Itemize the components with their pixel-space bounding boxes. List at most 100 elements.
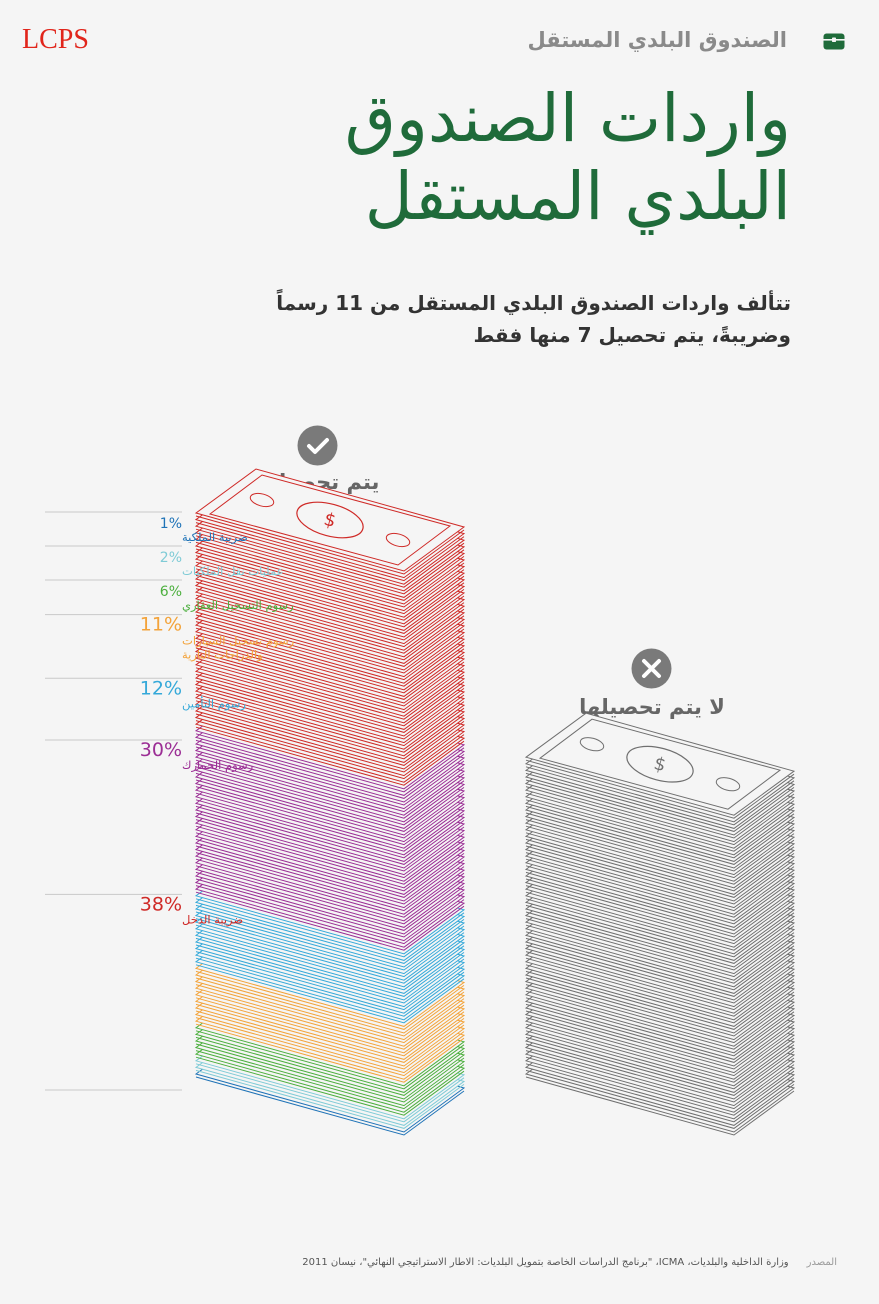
bill-sheet-edge (195, 977, 465, 1037)
bill-sheet-edge (525, 1076, 795, 1136)
bill-sheet-edge (525, 1050, 795, 1110)
bill-sheet-edge (525, 977, 795, 1037)
bill-sheet-edge (195, 614, 465, 674)
bill-sheet-edge (195, 1063, 465, 1123)
bill-sheet-edge (195, 772, 465, 832)
bill-medallion (626, 745, 694, 783)
bill-sheet-edge (195, 951, 465, 1011)
bill-sheet-edge (525, 852, 795, 912)
bill-sheet-edge (195, 1017, 465, 1077)
source-key: المصدر (806, 1257, 837, 1268)
bill-sheet-edge (195, 911, 465, 971)
bill-sheet-edge (525, 931, 795, 991)
bill-sheet-edge (195, 852, 465, 912)
bill-sheet-edge (195, 871, 465, 931)
bill-sheet-edge (195, 944, 465, 1004)
bill-sheet-edge (195, 753, 465, 813)
not-collected-stack: $ (524, 712, 796, 1136)
bill-sheet-edge (525, 845, 795, 905)
bill-sheet-edge (195, 746, 465, 806)
bill-sheet-edge (195, 832, 465, 892)
bill-sheet-edge (525, 786, 795, 846)
page-title-line-1: واردات الصندوق (344, 80, 791, 157)
bill-sheet-edge (195, 759, 465, 819)
bill-sheet-edge (195, 1076, 465, 1136)
bill-sheet-edge (525, 1003, 795, 1063)
bill-sheet-edge (195, 792, 465, 852)
bill-sheet-edge (525, 1030, 795, 1090)
bill-sheet-edge (525, 911, 795, 971)
bill-sheet-edge (525, 1036, 795, 1096)
bill-sheet-edge (195, 733, 465, 793)
bill-corner-mark (715, 777, 741, 792)
bill-sheet-edge (195, 964, 465, 1024)
bill-sheet-edge (525, 891, 795, 951)
bill-sheet-edge (525, 1010, 795, 1070)
source-text: وزارة الداخلية والبلديات، ICMA، "برنامج … (302, 1257, 789, 1268)
bill-sheet-edge (195, 1036, 465, 1096)
not-collected-label: لا يتم تحصيلها (579, 695, 725, 719)
bill-sheet-edge (525, 759, 795, 819)
bill-corner-mark (579, 737, 605, 752)
bill-sheet-edge (525, 1023, 795, 1083)
bill-sheet-edge (525, 878, 795, 938)
bill-sheet-edge (525, 779, 795, 839)
bill-sheet-edge (195, 825, 465, 885)
bill-sheet-edge (195, 581, 465, 641)
bill-sheet-edge (195, 1030, 465, 1090)
bill-sheet-edge (195, 700, 465, 760)
bill-sheet-edge (195, 1023, 465, 1083)
bill-sheet-edge (195, 1010, 465, 1070)
segment-name: ضريبة الدخل (182, 912, 243, 927)
segment-name: عمليات نقل الملكيات (182, 564, 283, 578)
bill-corner-mark (385, 532, 411, 548)
bill-sheet-edge (525, 799, 795, 859)
bill-sheet-edge (195, 838, 465, 898)
segment-name: ضريبة الملكية (182, 530, 248, 545)
bill-sheet-edge (195, 779, 465, 839)
bill-sheet-edge (195, 865, 465, 925)
bill-sheet-edge (525, 805, 795, 865)
segment-name: رسوم الجمارك (182, 758, 253, 773)
bill-inner-border (538, 718, 782, 810)
dollar-icon: $ (652, 753, 668, 776)
bill-sheet-edge (195, 1043, 465, 1103)
segment-name: والدراجات النارية (182, 648, 263, 663)
segment-percent: 1% (160, 516, 182, 532)
bill-sheet-edge (195, 607, 465, 667)
bill-sheet-edge (525, 1063, 795, 1123)
bill-sheet-edge (525, 918, 795, 978)
bill-sheet-edge (195, 997, 465, 1057)
bill-sheet-edge (195, 1056, 465, 1116)
bill-sheet-edge (525, 904, 795, 964)
bill-sheet-edge (195, 673, 465, 733)
bill-sheet-edge (195, 766, 465, 826)
dollar-icon: $ (322, 509, 338, 532)
bill-sheet-edge (525, 819, 795, 879)
bill-sheet-edge (195, 819, 465, 879)
bill-sheet-edge (195, 984, 465, 1044)
bill-sheet-edge (525, 997, 795, 1057)
bill-sheet-edge (525, 937, 795, 997)
page-subtitle: تتألف واردات الصندوق البلدي المستقل من 1… (231, 287, 791, 351)
bill-sheet-edge (195, 693, 465, 753)
page-title-line-2: البلدي المستقل (364, 158, 791, 235)
bill-sheet-edge (195, 654, 465, 714)
page-subtitle-line-2: وضريبةً، يتم تحصيل 7 منها فقط (473, 323, 791, 347)
bill-sheet-edge (195, 1069, 465, 1129)
bill-sheet-edge (195, 667, 465, 727)
bill-sheet-edge (525, 898, 795, 958)
bill-sheet-edge (195, 931, 465, 991)
bill-sheet-edge (195, 799, 465, 859)
bill-sheet-edge (525, 871, 795, 931)
lcps-logo[interactable]: LCPS (22, 24, 89, 55)
bill-sheet-edge (195, 548, 465, 608)
page-title: واردات الصندوق البلدي المستقل (191, 80, 791, 236)
bill-sheet-edge (195, 561, 465, 621)
segment-percent: 30% (140, 739, 182, 761)
bill-sheet-edge (195, 713, 465, 773)
segment-percent: 2% (160, 550, 182, 566)
bill-sheet-edge (195, 805, 465, 865)
bill-sheet-edge (195, 647, 465, 707)
x-circle-icon (631, 648, 672, 689)
